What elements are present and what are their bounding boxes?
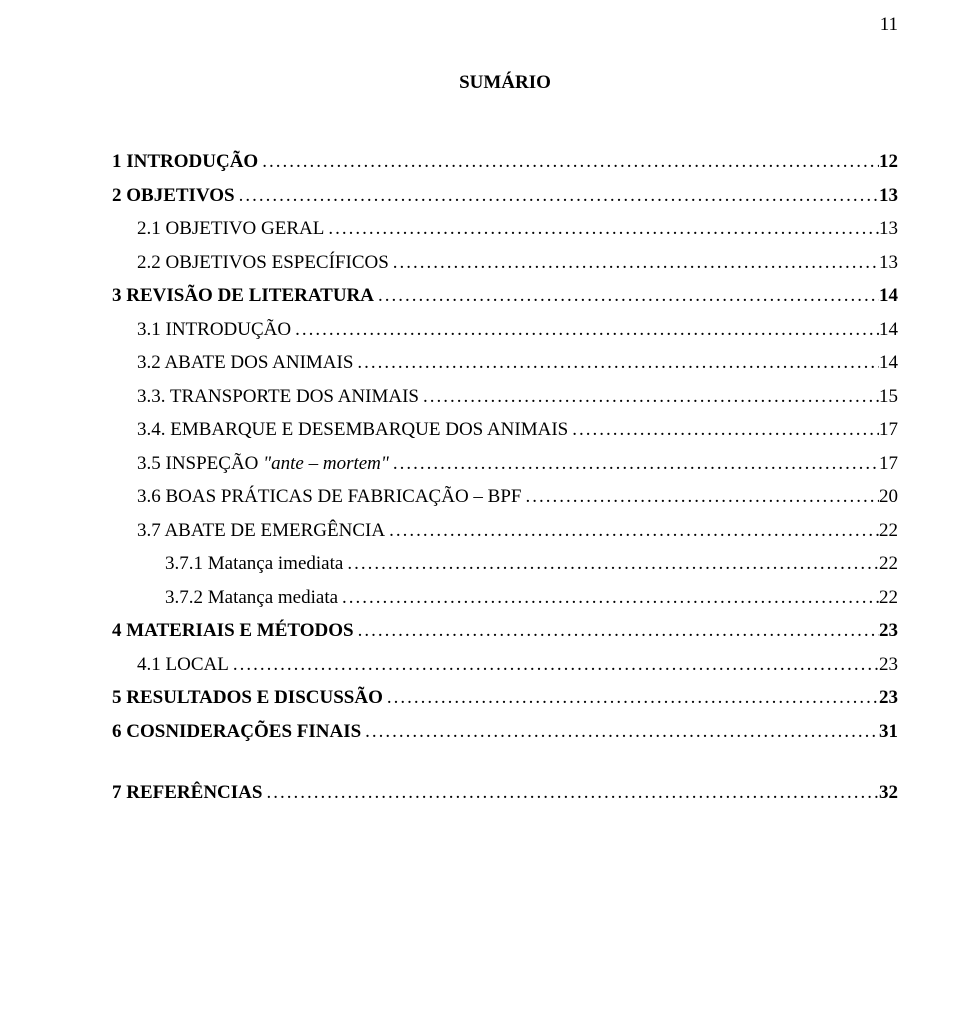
toc-entry-text: 3.7 ABATE DE EMERGÊNCIA [112,521,385,540]
toc-leader-dots: ........................................… [258,152,879,171]
toc-entry-text: 3 REVISÃO DE LITERATURA [112,286,374,305]
toc-entry-page: 14 [879,286,898,305]
toc-leader-dots: ........................................… [229,655,879,674]
toc-leader-dots: ........................................… [354,621,879,640]
toc-entry-text: 2.2 OBJETIVOS ESPECÍFICOS [112,253,389,272]
toc-row: 2.2 OBJETIVOS ESPECÍFICOS...............… [112,253,898,272]
toc-entry-page: 13 [879,186,898,205]
toc-row: 3.1 INTRODUÇÃO..........................… [112,320,898,339]
toc-row: 3.7 ABATE DE EMERGÊNCIA.................… [112,521,898,540]
toc-leader-dots: ........................................… [568,420,879,439]
toc-entry-page: 15 [879,387,898,406]
toc-leader-dots: ........................................… [374,286,879,305]
toc-entry-page: 23 [879,655,898,674]
toc-row: 3.7.1 Matança imediata..................… [112,554,898,573]
toc-entry-text: 4.1 LOCAL [112,655,229,674]
toc-row: 3 REVISÃO DE LITERATURA.................… [112,286,898,305]
heading-sumario: SUMÁRIO [112,72,898,94]
toc-entry-text: 3.6 BOAS PRÁTICAS DE FABRICAÇÃO – BPF [112,487,521,506]
toc-row: 2.1 OBJETIVO GERAL......................… [112,219,898,238]
toc-leader-dots: ........................................… [383,688,879,707]
toc-leader-dots: ........................................… [235,186,879,205]
toc-row: 7 REFERÊNCIAS...........................… [112,783,898,802]
toc-row: 3.6 BOAS PRÁTICAS DE FABRICAÇÃO – BPF...… [112,487,898,506]
toc-entry-page: 23 [879,621,898,640]
toc-entry-text: 5 RESULTADOS E DISCUSSÃO [112,688,383,707]
page-number: 11 [880,14,898,36]
toc-entry-page: 22 [879,521,898,540]
toc-row: 3.4. EMBARQUE E DESEMBARQUE DOS ANIMAIS.… [112,420,898,439]
toc-leader-dots: ........................................… [338,588,879,607]
toc-entry-text: 1 INTRODUÇÃO [112,152,258,171]
toc-row: 1 INTRODUÇÃO............................… [112,152,898,171]
toc-entry-text: 3.7.2 Matança mediata [112,588,338,607]
toc-entry-page: 23 [879,688,898,707]
toc-list: 1 INTRODUÇÃO............................… [112,152,898,802]
toc-entry-page: 22 [879,588,898,607]
toc-entry-page: 12 [879,152,898,171]
toc-row: 4.1 LOCAL...............................… [112,655,898,674]
toc-entry-text: 3.4. EMBARQUE E DESEMBARQUE DOS ANIMAIS [112,420,568,439]
toc-leader-dots: ........................................… [361,722,879,741]
toc-leader-dots: ........................................… [419,387,879,406]
toc-entry-page: 13 [879,253,898,272]
toc-entry-text: 2 OBJETIVOS [112,186,235,205]
toc-entry-text: 2.1 OBJETIVO GERAL [112,219,324,238]
toc-entry-text: 3.2 ABATE DOS ANIMAIS [112,353,353,372]
toc-entry-page: 14 [879,320,898,339]
toc-leader-dots: ........................................… [389,253,879,272]
toc-entry-page: 14 [879,353,898,372]
content-area: SUMÁRIO 1 INTRODUÇÃO....................… [112,72,898,816]
toc-entry-text: 6 COSNIDERAÇÕES FINAIS [112,722,361,741]
toc-entry-text: 4 MATERIAIS E MÉTODOS [112,621,354,640]
toc-row: 3.3. TRANSPORTE DOS ANIMAIS.............… [112,387,898,406]
toc-leader-dots: ........................................… [291,320,879,339]
toc-entry-text: 3.5 INSPEÇÃO "ante – mortem" [112,454,389,473]
toc-leader-dots: ........................................… [324,219,879,238]
toc-entry-text: 3.3. TRANSPORTE DOS ANIMAIS [112,387,419,406]
page: 11 SUMÁRIO 1 INTRODUÇÃO.................… [0,0,960,1021]
toc-entry-page: 31 [879,722,898,741]
toc-row: 3.2 ABATE DOS ANIMAIS...................… [112,353,898,372]
toc-entry-page: 32 [879,783,898,802]
toc-entry-page: 13 [879,219,898,238]
toc-entry-page: 17 [879,454,898,473]
toc-row: 5 RESULTADOS E DISCUSSÃO................… [112,688,898,707]
toc-leader-dots: ........................................… [521,487,879,506]
toc-leader-dots: ........................................… [389,454,879,473]
toc-row: 3.7.2 Matança mediata...................… [112,588,898,607]
toc-row: 3.5 INSPEÇÃO "ante – mortem"............… [112,454,898,473]
toc-row: 4 MATERIAIS E MÉTODOS...................… [112,621,898,640]
toc-entry-text: 3.7.1 Matança imediata [112,554,343,573]
toc-row: 2 OBJETIVOS.............................… [112,186,898,205]
toc-entry-text: 3.1 INTRODUÇÃO [112,320,291,339]
toc-leader-dots: ........................................… [353,353,879,372]
toc-entry-text: 7 REFERÊNCIAS [112,783,262,802]
toc-entry-page: 17 [879,420,898,439]
toc-leader-dots: ........................................… [343,554,879,573]
toc-entry-page: 20 [879,487,898,506]
toc-leader-dots: ........................................… [262,783,879,802]
toc-row: 6 COSNIDERAÇÕES FINAIS..................… [112,722,898,741]
toc-entry-page: 22 [879,554,898,573]
toc-leader-dots: ........................................… [385,521,879,540]
